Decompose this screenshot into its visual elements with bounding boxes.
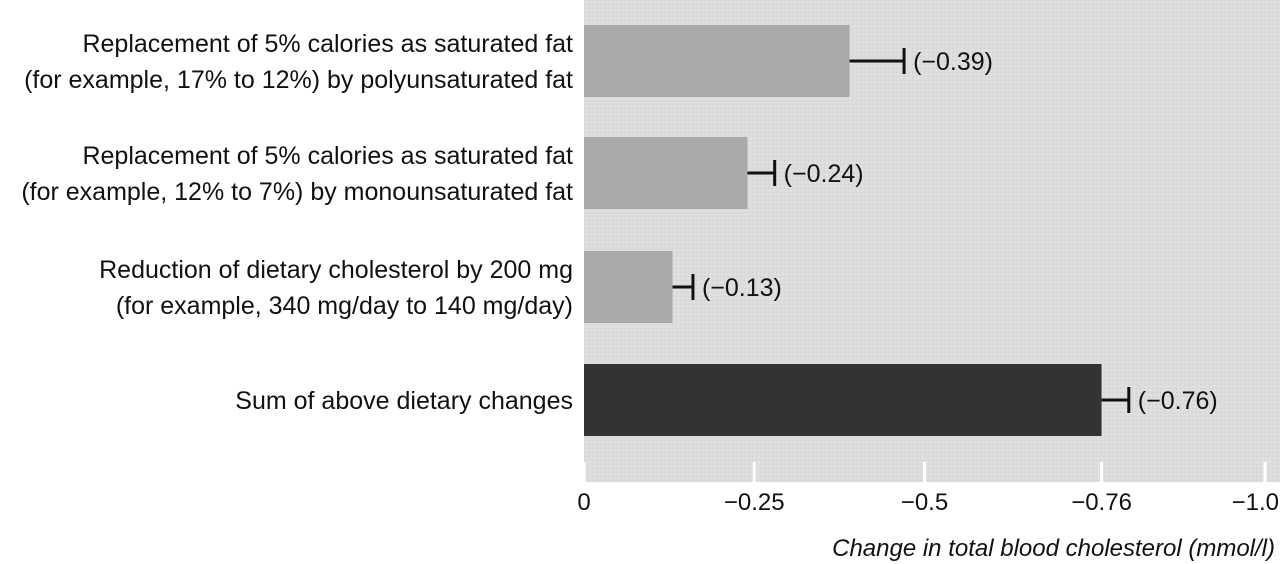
data-label: (−0.39) [913,48,993,76]
category-label: Replacement of 5% calories as saturated … [24,30,573,94]
category-label: Sum of above dietary changes [235,387,573,415]
x-tick-label: −0.76 [1071,489,1132,516]
x-tick-label: 0 [577,489,590,516]
x-tick-label: −0.5 [901,489,948,516]
category-label: Replacement of 5% calories as saturated … [21,142,573,206]
bar [584,251,673,323]
category-label: Reduction of dietary cholesterol by 200 … [99,256,573,320]
x-tick-label: −0.25 [724,489,785,516]
data-label: (−0.24) [784,160,864,188]
bar [584,137,748,209]
bar [584,364,1102,436]
x-axis-title: Change in total blood cholesterol (mmol/… [832,535,1275,562]
x-tick-label: −1.0 [1232,489,1279,516]
data-label: (−0.76) [1138,387,1218,415]
data-label: (−0.13) [702,274,782,302]
bar [584,25,850,97]
